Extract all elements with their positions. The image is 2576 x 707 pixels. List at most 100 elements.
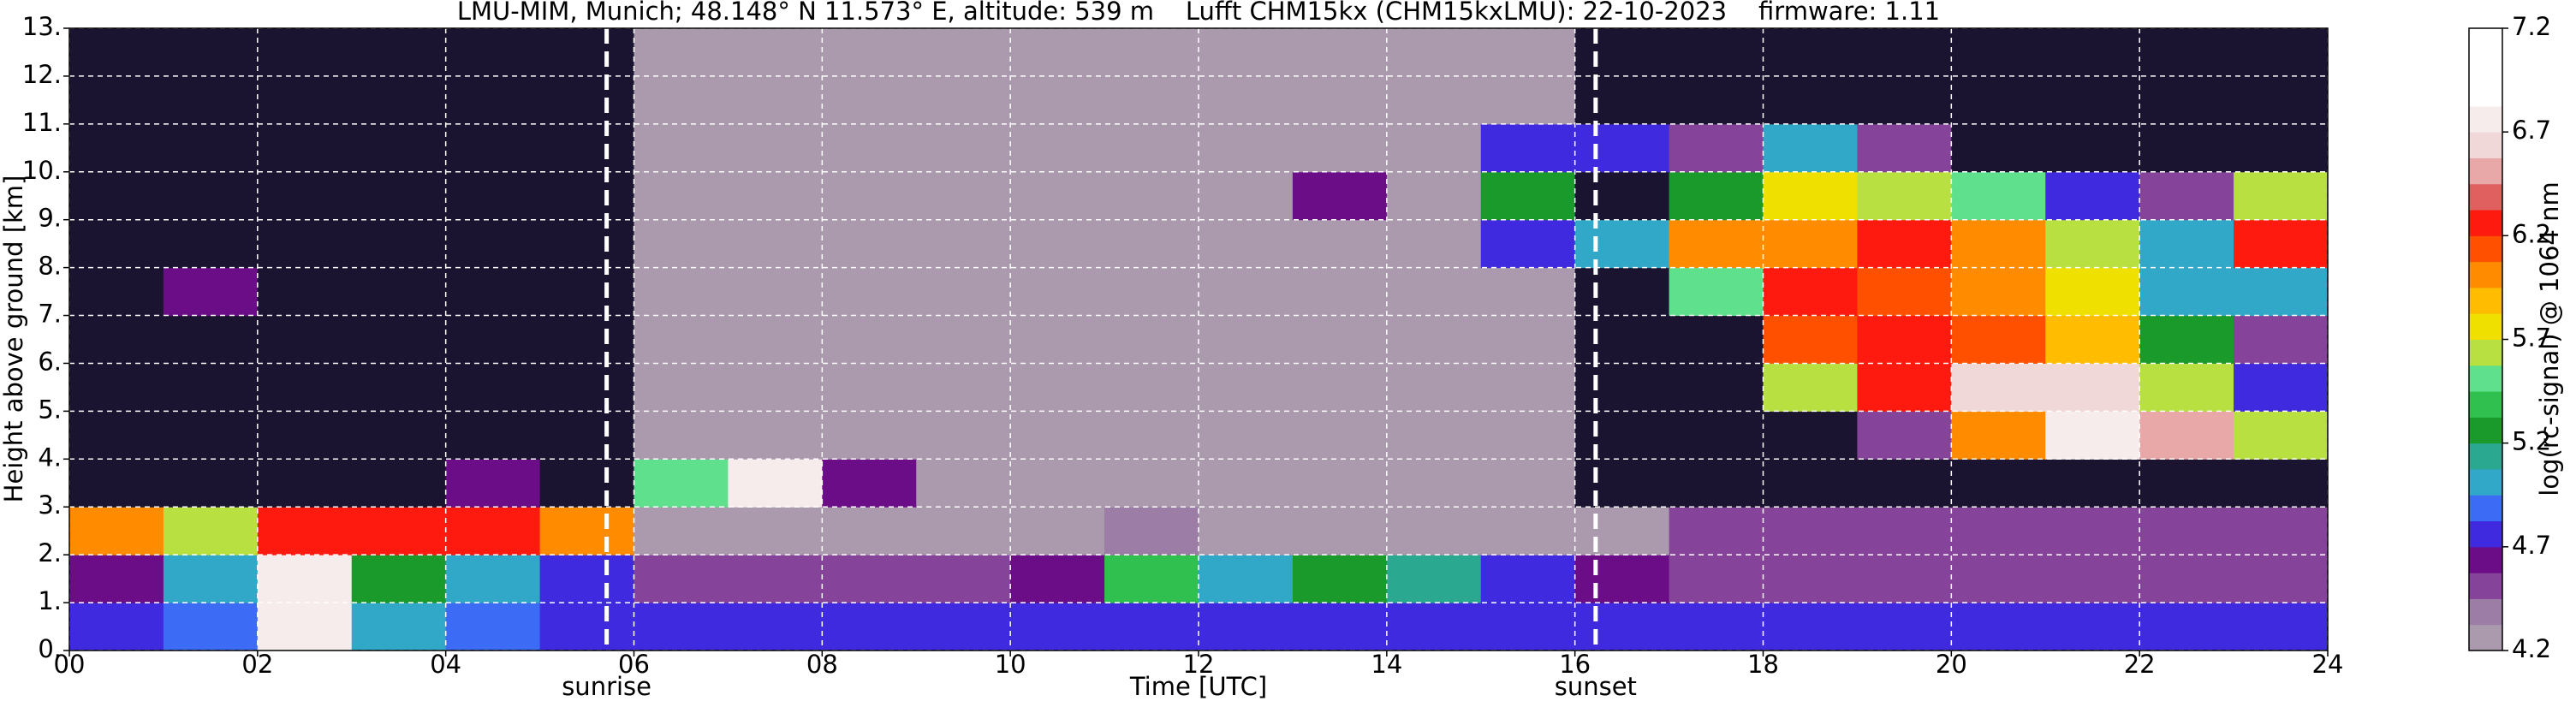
heatmap-cell (2045, 507, 2140, 556)
heatmap-cell (916, 363, 1011, 412)
heatmap-cell (1951, 123, 2046, 173)
heatmap-cell (2045, 315, 2140, 364)
heatmap-cell (2139, 315, 2234, 364)
colorbar-segment (2469, 157, 2502, 185)
colorbar-tick-label: 5.2 (2512, 427, 2551, 456)
heatmap-cell (1386, 123, 1482, 173)
y-tick-label: 11. (22, 108, 62, 137)
heatmap-cell (728, 28, 823, 77)
heatmap-cell (1763, 459, 1858, 508)
colorbar-tick-label: 6.7 (2512, 116, 2551, 145)
heatmap-cell (69, 459, 164, 508)
heatmap-cell (1669, 219, 1764, 269)
heatmap-cell (1292, 507, 1388, 556)
heatmap-cell (69, 123, 164, 173)
heatmap-cell (728, 363, 823, 412)
heatmap-cell (1480, 459, 1576, 508)
heatmap-cell (1104, 171, 1199, 221)
heatmap-cell (2139, 123, 2234, 173)
heatmap-cell (634, 411, 729, 460)
heatmap-cell (1669, 315, 1764, 364)
heatmap-cell (69, 507, 164, 556)
heatmap-cell (1386, 507, 1482, 556)
heatmap-cell (69, 75, 164, 125)
heatmap-cell (69, 603, 164, 651)
heatmap-cell (822, 75, 917, 125)
heatmap-cell (2234, 411, 2329, 460)
heatmap-cell (539, 267, 634, 317)
x-tick-label: 24 (2312, 650, 2344, 679)
heatmap-cell (351, 555, 447, 603)
heatmap-cell (1857, 267, 1952, 317)
heatmap-cell (539, 507, 634, 556)
heatmap-cell (916, 411, 1011, 460)
heatmap-cell (163, 171, 259, 221)
heatmap-cell (1669, 507, 1764, 556)
x-tick-label: 20 (1936, 650, 1967, 679)
colorbar-segment (2469, 105, 2502, 133)
heatmap-cell (1763, 28, 1858, 77)
heatmap-cell (2045, 75, 2140, 125)
heatmap-cell (1669, 171, 1764, 221)
colorbar-label: log(rc-signal) @ 1064 nm (2535, 181, 2564, 496)
heatmap-cell (539, 315, 634, 364)
heatmap-cell (163, 315, 259, 364)
heatmap-cell (351, 267, 447, 317)
colorbar-segment (2469, 261, 2502, 288)
y-tick-label: 10. (22, 156, 62, 185)
heatmap-cell (445, 267, 541, 317)
heatmap-cell (728, 507, 823, 556)
heatmap-cell (634, 555, 729, 603)
heatmap-cell (1857, 603, 1952, 651)
heatmap-cell (1951, 603, 2046, 651)
plot-frame (68, 27, 2329, 651)
heatmap-cell (634, 315, 729, 364)
heatmap-cell (2234, 75, 2329, 125)
heatmap-cell (822, 411, 917, 460)
heatmap-cell (1199, 28, 1294, 77)
heatmap-cell (1292, 411, 1388, 460)
heatmap-cell (539, 219, 634, 269)
heatmap-cell (1480, 411, 1576, 460)
x-tick-label: 02 (241, 650, 273, 679)
heatmap-cell (1857, 507, 1952, 556)
heatmap-cell (1857, 219, 1952, 269)
heatmap-cell (257, 603, 353, 651)
heatmap-cell (1951, 507, 2046, 556)
heatmap-cell (1951, 459, 2046, 508)
heatmap-cell (257, 28, 353, 77)
heatmap-cell (1292, 267, 1388, 317)
heatmap-cell (1292, 315, 1388, 364)
heatmap-cell (822, 171, 917, 221)
heatmap-cell (1951, 171, 2046, 221)
heatmap-cell (634, 75, 729, 125)
heatmap-cell (1010, 267, 1105, 317)
heatmap-cell (916, 555, 1011, 603)
heatmap-cell (2234, 171, 2329, 221)
heatmap-cell (1574, 171, 1670, 221)
heatmap-cell (1857, 411, 1952, 460)
heatmap-cell (1763, 123, 1858, 173)
heatmap-cell (163, 411, 259, 460)
chart-title: LMU-MIM, Munich; 48.148° N 11.573° E, al… (457, 0, 1940, 26)
heatmap-cell (1199, 411, 1294, 460)
heatmap-cell (1104, 123, 1199, 173)
heatmap-cell (1857, 171, 1952, 221)
heatmap-cell (1574, 411, 1670, 460)
heatmap-cell (257, 411, 353, 460)
heatmap-cell (445, 507, 541, 556)
heatmap-cell (1574, 459, 1670, 508)
heatmap-cell (1199, 219, 1294, 269)
heatmap-cell (2139, 411, 2234, 460)
x-tick-label: 16 (1559, 650, 1591, 679)
heatmap-cell (1857, 459, 1952, 508)
heatmap-cell (1386, 555, 1482, 603)
heatmap-cell (916, 315, 1011, 364)
heatmap-cell (2234, 363, 2329, 412)
heatmap-cell (2234, 603, 2329, 651)
heatmap-cell (351, 363, 447, 412)
heatmap-cell (351, 75, 447, 125)
heatmap-cell (634, 123, 729, 173)
heatmap-cell (1386, 219, 1482, 269)
